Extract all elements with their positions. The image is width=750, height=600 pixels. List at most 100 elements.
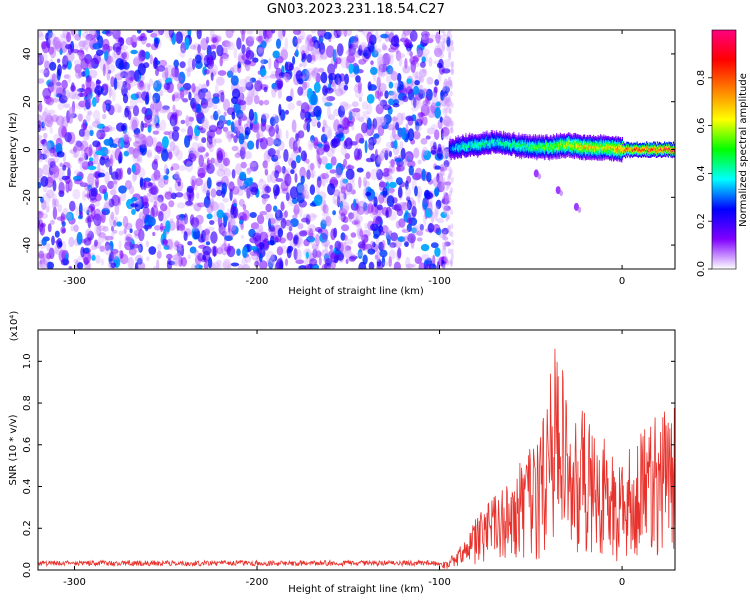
noise-speckle <box>322 119 327 127</box>
noise-speckle <box>191 226 200 232</box>
noise-speckle <box>448 107 452 114</box>
noise-speckle <box>286 221 293 231</box>
noise-speckle <box>63 103 71 108</box>
noise-speckle <box>82 88 90 95</box>
noise-speckle <box>156 250 162 259</box>
noise-speckle <box>82 190 87 201</box>
noise-speckle <box>444 164 448 171</box>
noise-speckle <box>106 72 111 81</box>
noise-speckle <box>44 60 50 70</box>
noise-speckle <box>361 30 365 35</box>
noise-speckle <box>448 119 452 126</box>
noise-speckle <box>242 246 248 259</box>
noise-speckle <box>321 211 329 217</box>
noise-speckle <box>188 116 194 122</box>
noise-speckle <box>322 204 329 214</box>
noise-speckle <box>41 144 49 155</box>
noise-speckle <box>311 169 316 178</box>
noise-speckle <box>70 85 77 92</box>
noise-speckle <box>357 30 364 33</box>
noise-speckle <box>163 164 168 175</box>
noise-speckle <box>237 100 246 106</box>
noise-speckle <box>118 230 124 236</box>
noise-speckle <box>306 71 312 82</box>
noise-speckle <box>229 219 237 231</box>
noise-speckle <box>413 97 417 109</box>
noise-speckle <box>303 238 310 247</box>
noise-speckle <box>448 54 452 61</box>
noise-speckle <box>309 184 316 195</box>
noise-speckle <box>293 209 300 214</box>
noise-speckle <box>292 140 298 152</box>
noise-speckle <box>398 53 406 59</box>
noise-speckle <box>50 219 55 225</box>
noise-speckle <box>228 181 235 192</box>
noise-speckle <box>160 104 170 112</box>
noise-speckle <box>372 118 378 129</box>
noise-speckle <box>97 162 101 173</box>
noise-speckle <box>74 33 82 41</box>
noise-speckle <box>136 30 142 34</box>
noise-speckle <box>76 52 84 58</box>
noise-speckle <box>206 129 216 139</box>
noise-speckle <box>414 185 418 197</box>
noise-speckle <box>149 54 153 65</box>
noise-speckle <box>202 187 206 195</box>
noise-speckle <box>312 253 321 259</box>
noise-speckle <box>379 150 385 161</box>
noise-speckle <box>152 30 162 37</box>
noise-speckle <box>69 112 77 119</box>
noise-speckle <box>205 241 211 246</box>
noise-speckle <box>209 220 215 225</box>
noise-speckle <box>180 119 186 125</box>
noise-speckle <box>168 238 175 251</box>
noise-speckle <box>364 140 368 154</box>
noise-speckle <box>414 80 420 86</box>
noise-speckle <box>372 241 376 248</box>
noise-speckle <box>51 173 59 181</box>
noise-speckle <box>382 261 392 266</box>
noise-speckle <box>286 231 293 241</box>
signal-cell <box>483 131 485 134</box>
noise-speckle <box>185 67 195 72</box>
noise-speckle <box>446 36 451 48</box>
noise-speckle <box>362 111 370 116</box>
noise-speckle <box>231 111 236 120</box>
signal-cell <box>558 134 560 137</box>
noise-speckle <box>305 34 310 46</box>
noise-speckle <box>95 254 101 264</box>
noise-speckle <box>303 183 308 192</box>
noise-speckle <box>255 139 259 150</box>
noise-speckle <box>146 152 153 159</box>
noise-speckle <box>397 247 402 259</box>
noise-speckle <box>298 206 303 218</box>
noise-speckle <box>446 259 450 266</box>
noise-speckle <box>326 45 335 58</box>
noise-speckle <box>38 148 42 161</box>
noise-speckle <box>138 133 147 145</box>
noise-speckle <box>108 104 115 116</box>
noise-speckle <box>123 134 129 145</box>
noise-speckle <box>139 143 147 156</box>
noise-speckle <box>335 133 344 139</box>
noise-speckle <box>248 161 257 168</box>
noise-speckle <box>87 215 92 229</box>
noise-speckle <box>78 40 86 50</box>
noise-speckle <box>102 63 106 77</box>
noise-speckle <box>431 92 438 106</box>
noise-speckle <box>264 162 269 175</box>
noise-speckle <box>290 169 295 175</box>
noise-speckle <box>334 73 342 85</box>
noise-speckle <box>434 205 440 217</box>
noise-speckle <box>45 205 50 214</box>
noise-speckle <box>258 252 263 263</box>
noise-speckle <box>68 90 76 100</box>
noise-speckle <box>343 30 348 37</box>
noise-speckle <box>109 87 113 97</box>
noise-speckle <box>334 240 342 251</box>
noise-speckle <box>240 161 247 169</box>
noise-speckle <box>227 130 234 140</box>
noise-speckle <box>240 234 244 239</box>
noise-speckle <box>270 253 276 265</box>
noise-speckle <box>181 217 189 225</box>
